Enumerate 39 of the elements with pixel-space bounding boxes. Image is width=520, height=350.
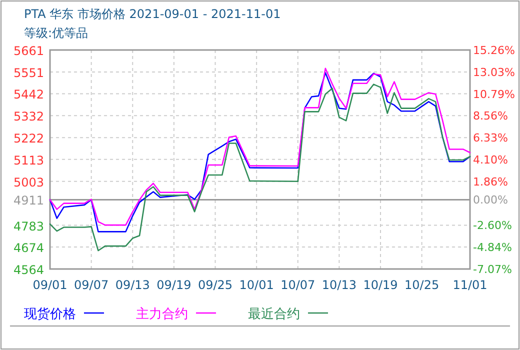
x-tick-label: 10/19 (363, 278, 398, 292)
x-tick-label: 09/01 (32, 278, 68, 292)
y-tick-label: 5442 (13, 88, 44, 102)
y-tick-label: 4674 (13, 241, 44, 256)
line-series (49, 84, 471, 252)
chart-subtitle: 等级:优等品 (24, 26, 88, 40)
legend-label: 最近合约 (248, 307, 300, 322)
y2-tick-label: 10.79% (473, 88, 515, 101)
x-tick-label: 10/13 (322, 278, 356, 292)
x-tick-label: 11/01 (452, 278, 488, 292)
y2-tick-label: -7.07% (473, 263, 512, 276)
y-tick-label: 5661 (13, 44, 44, 58)
y-tick-label: 5113 (13, 153, 44, 168)
legend-label: 现货价格 (24, 307, 76, 322)
legend-label: 主力合约 (136, 306, 188, 322)
y-tick-label: 4911 (13, 194, 44, 208)
x-tick-label: 09/07 (74, 278, 109, 292)
y2-tick-label: 1.86% (473, 175, 508, 188)
y2-tick-label: 0.00% (473, 194, 508, 207)
x-tick-label: 09/25 (198, 278, 233, 292)
x-tick-label: 09/13 (115, 278, 150, 292)
x-tick-label: 10/25 (404, 278, 440, 292)
y2-tick-label: -2.60% (473, 219, 512, 232)
y2-tick-label: 13.03% (473, 66, 515, 79)
y2-tick-label: 4.10% (473, 153, 508, 166)
y-tick-label: 4564 (13, 263, 44, 277)
x-tick-label: 10/01 (239, 278, 274, 292)
x-tick-label: 10/07 (280, 278, 316, 292)
x-tick-label: 09/19 (156, 278, 192, 292)
y-tick-label: 5222 (13, 132, 44, 146)
y2-tick-label: 15.26% (473, 44, 515, 57)
y2-tick-label: 8.56% (473, 110, 508, 123)
y2-tick-label: -4.84% (473, 241, 512, 254)
y-tick-label: 5551 (13, 66, 44, 80)
y-tick-label: 5332 (13, 110, 44, 124)
chart-title: PTA 华东 市场价格 2021-09-01 - 2021-11-01 (24, 7, 281, 21)
y-tick-label: 5003 (13, 175, 44, 190)
y2-tick-label: 6.33% (473, 132, 508, 145)
y-tick-label: 4783 (13, 219, 44, 234)
